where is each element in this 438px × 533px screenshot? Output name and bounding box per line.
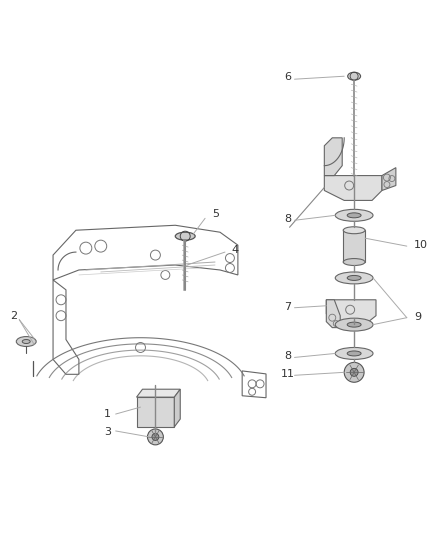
Ellipse shape bbox=[347, 351, 361, 356]
Ellipse shape bbox=[335, 209, 373, 221]
Circle shape bbox=[350, 368, 358, 376]
Text: 11: 11 bbox=[281, 369, 295, 379]
Ellipse shape bbox=[335, 318, 373, 331]
Ellipse shape bbox=[347, 322, 361, 327]
Text: 8: 8 bbox=[284, 214, 291, 224]
Ellipse shape bbox=[335, 272, 373, 284]
Text: 3: 3 bbox=[104, 427, 111, 437]
Text: 2: 2 bbox=[10, 311, 17, 321]
Polygon shape bbox=[326, 300, 340, 328]
Text: 7: 7 bbox=[284, 302, 291, 312]
Circle shape bbox=[148, 429, 163, 445]
Circle shape bbox=[152, 433, 159, 440]
Text: 9: 9 bbox=[414, 312, 421, 322]
Ellipse shape bbox=[175, 232, 195, 240]
Ellipse shape bbox=[343, 227, 365, 233]
Ellipse shape bbox=[347, 213, 361, 218]
Polygon shape bbox=[137, 397, 174, 427]
Text: 1: 1 bbox=[104, 409, 111, 419]
Text: 5: 5 bbox=[212, 209, 219, 220]
Polygon shape bbox=[343, 230, 365, 262]
Polygon shape bbox=[326, 300, 376, 324]
Text: 6: 6 bbox=[284, 72, 291, 82]
Ellipse shape bbox=[335, 348, 373, 359]
Ellipse shape bbox=[348, 72, 360, 80]
Polygon shape bbox=[137, 389, 180, 397]
Polygon shape bbox=[324, 138, 342, 175]
Polygon shape bbox=[382, 168, 396, 190]
Text: 8: 8 bbox=[284, 351, 291, 361]
Polygon shape bbox=[174, 389, 180, 427]
Circle shape bbox=[344, 362, 364, 382]
Text: 4: 4 bbox=[232, 245, 239, 255]
Ellipse shape bbox=[16, 336, 36, 346]
Polygon shape bbox=[324, 175, 382, 200]
Ellipse shape bbox=[347, 276, 361, 280]
Ellipse shape bbox=[22, 340, 30, 343]
Text: 10: 10 bbox=[414, 240, 428, 250]
Ellipse shape bbox=[343, 259, 365, 265]
